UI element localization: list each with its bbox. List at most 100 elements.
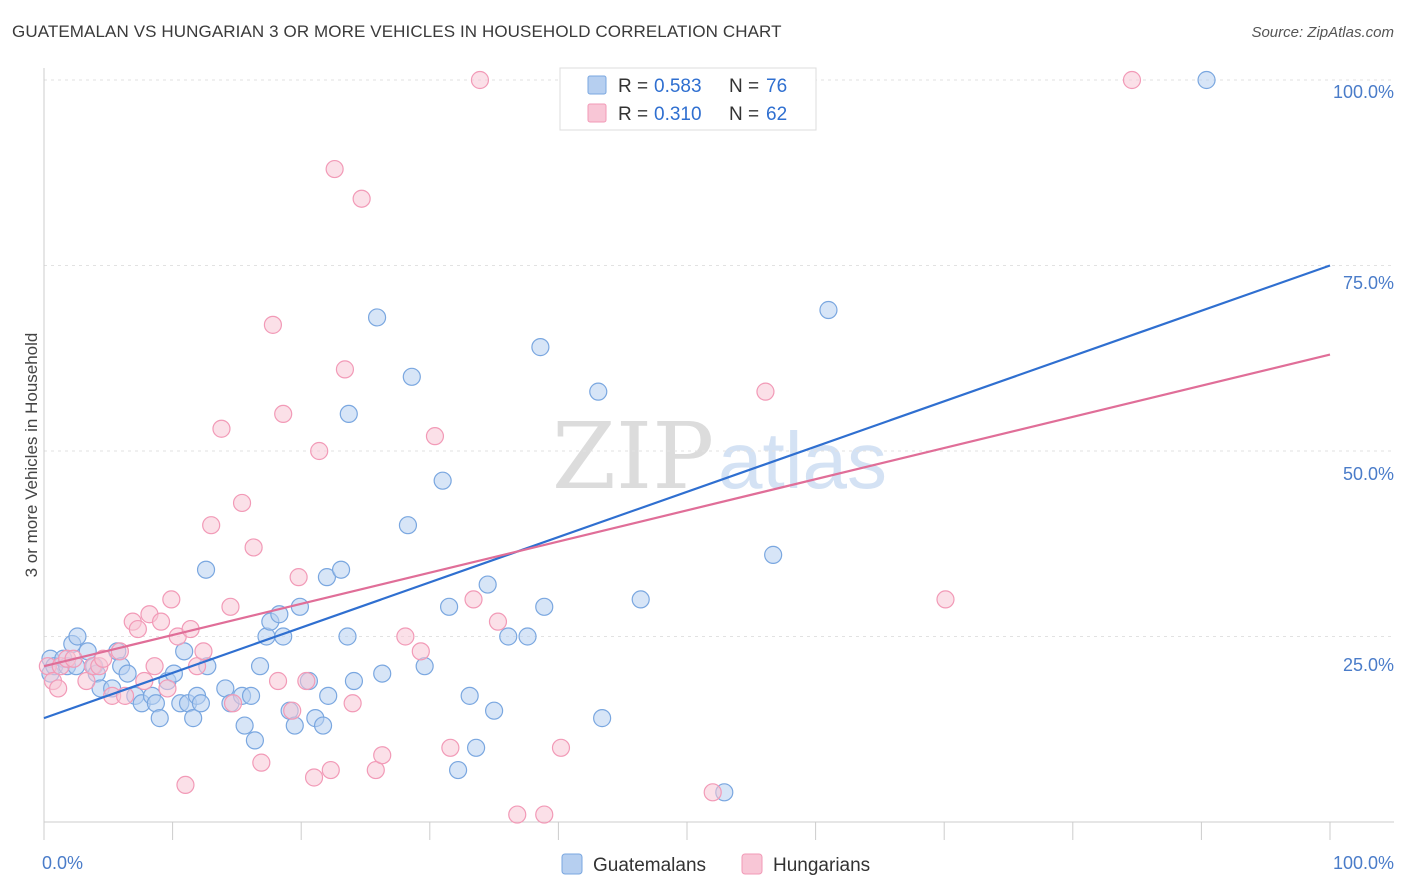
legend-r-label-guatemalans: R =: [618, 76, 648, 97]
point-hungarians-32: [252, 753, 271, 772]
y-tick-labels: 25.0% 50.0% 75.0% 100.0%: [1333, 82, 1394, 675]
point-hungarians-47: [373, 746, 392, 765]
point-guatemalans-62: [460, 686, 479, 705]
point-guatemalans-19: [146, 694, 165, 713]
point-guatemalans-44: [290, 597, 310, 616]
point-guatemalans-64: [478, 575, 497, 594]
legend-swatch-guatemalans: [587, 75, 607, 95]
point-guatemalans-61: [448, 760, 468, 780]
watermark-zip: ZIP: [552, 403, 714, 510]
point-guatemalans-72: [631, 590, 650, 609]
point-guatemalans-47: [313, 716, 333, 735]
point-hungarians-60: [936, 590, 955, 609]
point-hungarians-44: [343, 694, 362, 713]
y-tick-label-50: 50.0%: [1343, 464, 1394, 484]
legend-r-value-guatemalans: 0.583: [654, 76, 702, 97]
legend-r-value-hungarians: 0.310: [654, 104, 702, 125]
point-hungarians-61: [1122, 70, 1142, 90]
x-tick-label-left: 0.0%: [42, 853, 83, 873]
point-hungarians-25: [194, 642, 213, 661]
point-hungarians-19: [158, 679, 177, 698]
trend-line-hungarians: [43, 353, 1331, 668]
legend-n-label-guatemalans: N =: [729, 76, 759, 97]
point-guatemalans-37: [250, 657, 270, 676]
point-hungarians-52: [464, 590, 483, 609]
point-hungarians-2: [49, 679, 68, 698]
point-hungarians-37: [289, 568, 308, 587]
point-guatemalans-76: [1197, 70, 1216, 90]
point-hungarians-41: [321, 760, 340, 780]
point-guatemalans-43: [285, 716, 304, 735]
y-axis-label: 3 or more Vehicles in Household: [22, 333, 41, 578]
point-guatemalans-69: [535, 597, 554, 616]
point-hungarians-48: [396, 627, 415, 646]
point-hungarians-38: [297, 671, 316, 691]
point-guatemalans-20: [150, 709, 169, 728]
chart-title: GUATEMALAN VS HUNGARIAN 3 OR MORE VEHICL…: [12, 22, 782, 41]
point-guatemalans-56: [398, 516, 418, 535]
legend-n-label-hungarians: N =: [729, 104, 759, 125]
point-guatemalans-30: [196, 560, 216, 579]
legend-n-value-hungarians: 62: [766, 104, 787, 125]
point-guatemalans-26: [184, 709, 203, 728]
point-hungarians-17: [145, 657, 164, 676]
point-guatemalans-67: [518, 627, 537, 646]
point-hungarians-58: [703, 783, 722, 802]
x-tick-label-right: 100.0%: [1333, 853, 1394, 873]
legend-swatch-hungarians: [587, 103, 607, 123]
point-guatemalans-50: [331, 560, 351, 579]
point-hungarians-55: [508, 805, 527, 824]
point-hungarians-53: [470, 70, 490, 90]
point-guatemalans-66: [499, 627, 518, 646]
y-tick-label-100: 100.0%: [1333, 82, 1394, 102]
point-hungarians-34: [268, 671, 288, 691]
point-guatemalans-52: [339, 404, 358, 423]
point-guatemalans-35: [241, 686, 261, 705]
point-guatemalans-28: [191, 694, 210, 713]
point-guatemalans-59: [433, 471, 452, 490]
legend-n-value-guatemalans: 76: [766, 76, 787, 97]
point-hungarians-59: [756, 382, 775, 401]
y-tick-label-25: 25.0%: [1343, 655, 1394, 675]
point-hungarians-51: [441, 738, 460, 757]
point-hungarians-18: [151, 612, 171, 631]
point-hungarians-54: [488, 612, 508, 631]
bottom-legend-swatch-guatemalans: [561, 853, 583, 875]
point-hungarians-28: [221, 597, 240, 616]
legend-box: R = 0.583 N = 76 R = 0.310 N = 62: [559, 67, 817, 131]
point-guatemalans-68: [531, 338, 550, 357]
bottom-legend-swatch-hungarians: [741, 853, 763, 875]
point-guatemalans-71: [593, 709, 612, 728]
point-hungarians-49: [411, 642, 430, 661]
point-guatemalans-48: [319, 686, 338, 705]
x-ticks: [43, 822, 1331, 840]
point-guatemalans-53: [344, 671, 364, 691]
point-guatemalans-55: [373, 664, 392, 683]
point-guatemalans-58: [415, 657, 434, 676]
y-tick-label-75: 75.0%: [1343, 273, 1394, 293]
point-hungarians-56: [535, 805, 554, 824]
point-guatemalans-65: [485, 701, 504, 720]
point-guatemalans-63: [466, 738, 486, 757]
point-hungarians-35: [274, 404, 293, 423]
point-guatemalans-74: [764, 545, 783, 564]
point-hungarians-57: [551, 738, 571, 757]
point-hungarians-20: [162, 590, 181, 609]
point-hungarians-45: [352, 189, 371, 208]
point-guatemalans-7: [68, 627, 87, 646]
point-hungarians-9: [94, 649, 113, 668]
point-hungarians-14: [128, 619, 147, 639]
point-guatemalans-49: [317, 568, 337, 587]
point-guatemalans-36: [245, 731, 265, 750]
trend-line-guatemalans: [43, 264, 1331, 720]
legend-r-label-hungarians: R =: [618, 104, 648, 125]
point-hungarians-40: [310, 441, 329, 461]
point-guatemalans-75: [819, 300, 838, 320]
bottom-legend-label-guatemalans: Guatemalans: [593, 855, 706, 876]
point-guatemalans-34: [235, 716, 254, 735]
point-hungarians-26: [202, 516, 221, 535]
point-hungarians-50: [425, 427, 445, 446]
bottom-legend: Guatemalans Hungarians: [561, 853, 870, 876]
point-hungarians-22: [176, 775, 195, 795]
